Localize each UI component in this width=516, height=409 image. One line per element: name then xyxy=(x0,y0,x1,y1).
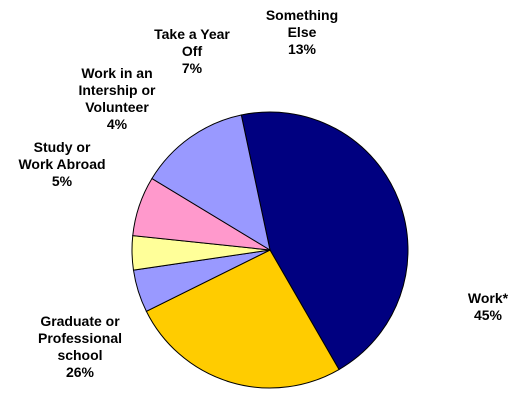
slice-name-line-3-1: Intership or xyxy=(78,82,156,98)
slice-label-2: Study or Work Abroad 5% xyxy=(18,139,105,189)
slice-name-line-1-0: Graduate or xyxy=(40,313,120,329)
slice-percent-3: 4% xyxy=(107,116,128,132)
slice-label-1: Graduate or Professional school 26% xyxy=(38,313,122,380)
slice-name-line-1-2: school xyxy=(57,347,102,363)
slice-label-5: Something Else 13% xyxy=(266,7,338,57)
pie-slices xyxy=(131,111,409,389)
slice-name-line-3-0: Work in an xyxy=(81,65,152,81)
slice-name-line-0-0: Work* xyxy=(468,290,509,306)
slice-name-line-4-1: Off xyxy=(182,43,203,59)
slice-label-4: Take a Year Off 7% xyxy=(154,26,230,76)
slice-name-line-2-0: Study or xyxy=(34,139,91,155)
slice-percent-4: 7% xyxy=(182,60,203,76)
slice-label-0: Work* 45% xyxy=(468,290,509,323)
pie-slice-1 xyxy=(145,249,340,389)
slice-percent-2: 5% xyxy=(52,173,73,189)
pie-slice-5 xyxy=(151,114,271,252)
slice-percent-5: 13% xyxy=(288,41,317,57)
pie-slice-0 xyxy=(240,111,409,371)
slice-name-line-3-2: Volunteer xyxy=(85,99,149,115)
pie-labels: Work* 45% Graduate or Professional school 26%… xyxy=(18,7,508,380)
slice-percent-1: 26% xyxy=(66,364,95,380)
slice-name-line-5-0: Something xyxy=(266,7,338,23)
slice-name-line-4-0: Take a Year xyxy=(154,26,230,42)
slice-name-line-1-1: Professional xyxy=(38,330,122,346)
slice-name-line-5-1: Else xyxy=(288,24,317,40)
slice-percent-0: 45% xyxy=(474,307,503,323)
slice-name-line-2-1: Work Abroad xyxy=(18,156,105,172)
slice-label-3: Work in an Intership or Volunteer 4% xyxy=(78,65,156,132)
